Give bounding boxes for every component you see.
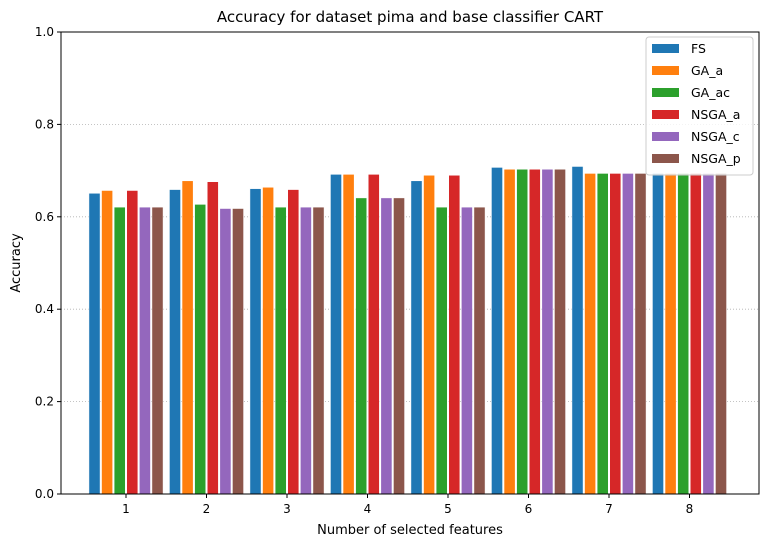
bar-nsga-p-4 — [393, 197, 405, 495]
bar-fs-1 — [88, 192, 101, 495]
x-tick-label: 3 — [283, 502, 291, 516]
bar-nsga-a-1 — [126, 190, 139, 495]
legend-label-nsga-c: NSGA_c — [691, 129, 740, 144]
bar-nsga-c-3 — [299, 206, 312, 495]
y-tick-label: 1.0 — [35, 25, 54, 39]
bar-ga-a-2 — [181, 180, 194, 495]
y-tick-label: 0.2 — [35, 395, 54, 409]
y-axis: 0.0 0.2 0.4 0.6 0.8 1.0 — [35, 25, 61, 501]
bar-nsga-c-7 — [621, 173, 634, 495]
x-tick-label: 8 — [686, 502, 694, 516]
bar-nsga-p-6 — [554, 168, 566, 495]
bar-fs-4 — [330, 173, 342, 495]
bar-ga-ac-8 — [677, 173, 690, 495]
legend-swatch-ga-ac — [652, 88, 679, 97]
bar-nsga-c-5 — [460, 206, 473, 495]
bar-fs-6 — [491, 167, 503, 495]
legend-swatch-nsga-p — [652, 154, 679, 163]
bars-group — [88, 166, 727, 495]
bar-ga-a-4 — [342, 173, 355, 495]
gridlines — [61, 124, 759, 403]
bar-ga-a-6 — [503, 168, 516, 495]
bar-nsga-c-8 — [702, 173, 715, 495]
bar-ga-ac-5 — [435, 206, 448, 495]
bar-nsga-c-6 — [541, 168, 554, 495]
legend-swatch-fs — [652, 44, 679, 53]
bar-nsga-a-4 — [367, 173, 380, 495]
bar-nsga-p-1 — [151, 206, 164, 495]
bar-ga-ac-4 — [355, 197, 368, 495]
legend-swatch-nsga-a — [652, 110, 679, 119]
legend-label-fs: FS — [691, 41, 706, 56]
bar-ga-ac-1 — [113, 206, 126, 495]
legend-label-ga-a: GA_a — [691, 63, 723, 78]
bar-fs-3 — [249, 188, 262, 495]
x-axis-label: Number of selected features — [317, 523, 503, 538]
x-tick-label: 2 — [203, 502, 211, 516]
bar-ga-ac-6 — [516, 168, 529, 495]
bar-nsga-a-6 — [528, 168, 541, 495]
legend-label-nsga-a: NSGA_a — [691, 107, 740, 122]
y-tick-label: 0.4 — [35, 302, 54, 316]
bar-ga-a-5 — [423, 174, 435, 495]
x-axis: 1 2 3 4 5 6 7 8 — [122, 494, 693, 516]
bar-fs-5 — [410, 180, 423, 495]
legend-swatch-nsga-c — [652, 132, 679, 141]
x-tick-label: 1 — [122, 502, 130, 516]
y-tick-label: 0.8 — [35, 117, 54, 131]
bar-ga-ac-3 — [274, 206, 287, 495]
bar-ga-ac-7 — [596, 173, 609, 495]
bar-nsga-a-8 — [689, 173, 702, 495]
bar-nsga-a-2 — [206, 181, 219, 495]
x-tick-label: 7 — [605, 502, 613, 516]
legend-swatch-ga-a — [652, 66, 679, 75]
y-axis-label: Accuracy — [9, 233, 24, 293]
bar-ga-ac-2 — [194, 204, 207, 495]
bar-fs-8 — [652, 173, 664, 495]
bar-nsga-c-4 — [380, 197, 393, 495]
legend-label-nsga-p: NSGA_p — [691, 151, 741, 166]
legend-label-ga-ac: GA_ac — [691, 85, 730, 100]
bar-nsga-p-8 — [715, 173, 727, 495]
x-tick-label: 4 — [364, 502, 372, 516]
plot-area-frame — [60, 31, 760, 495]
bar-ga-a-8 — [664, 173, 677, 495]
y-tick-label: 0.6 — [35, 210, 54, 224]
bar-nsga-p-5 — [473, 206, 486, 495]
bar-nsga-a-3 — [287, 189, 300, 495]
chart-title: Accuracy for dataset pima and base class… — [217, 8, 604, 26]
bar-ga-a-7 — [584, 173, 596, 495]
bar-fs-7 — [571, 166, 584, 495]
bar-nsga-a-7 — [609, 173, 622, 495]
bar-nsga-p-2 — [232, 208, 244, 495]
bar-ga-a-3 — [262, 186, 274, 495]
bar-nsga-a-5 — [448, 174, 461, 495]
bar-nsga-c-2 — [219, 208, 232, 495]
bar-fs-2 — [169, 189, 181, 495]
bar-nsga-p-7 — [634, 173, 647, 495]
bar-nsga-p-3 — [312, 206, 325, 495]
bar-nsga-c-1 — [139, 206, 151, 495]
legend: FS GA_a GA_ac NSGA_a NSGA_c NSGA_p — [645, 36, 754, 176]
x-tick-label: 5 — [444, 502, 452, 516]
x-tick-label: 6 — [525, 502, 533, 516]
bar-ga-a-1 — [101, 190, 113, 495]
y-tick-label: 0.0 — [35, 487, 54, 501]
